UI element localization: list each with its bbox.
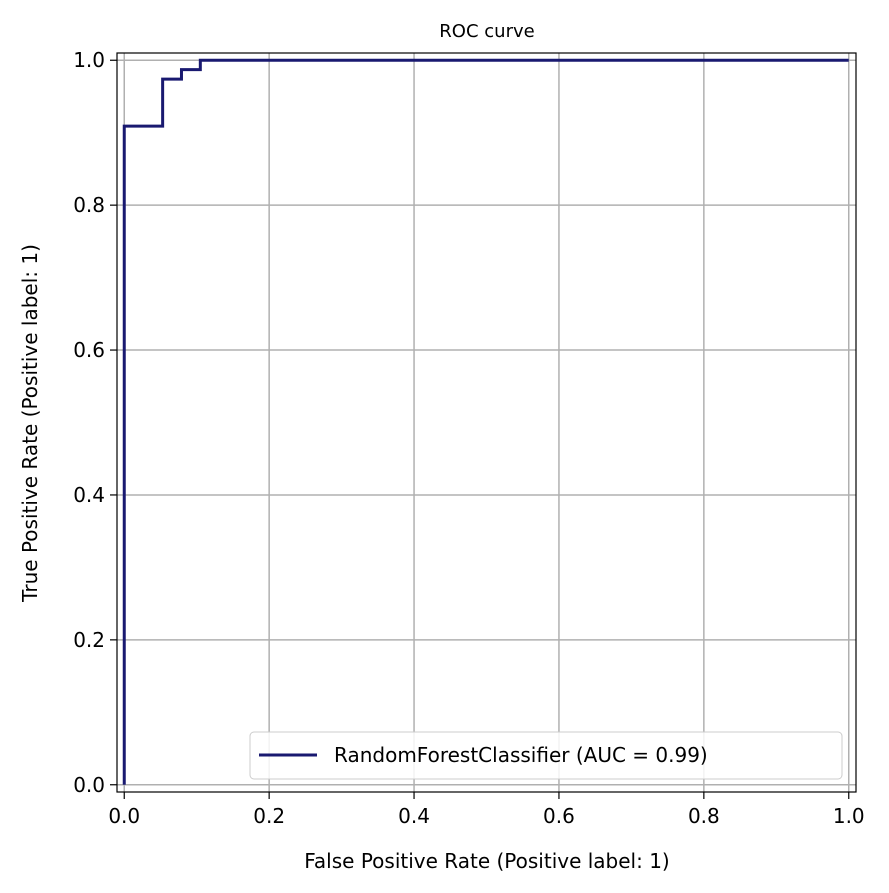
axis-ticks: 0.0 0.2 0.4 0.6 0.8 1.0 0.0 0.2 0.4 0.6 0.8 1.0	[73, 48, 864, 828]
x-tick-label: 0.6	[543, 804, 575, 828]
x-tick-label: 0.2	[253, 804, 285, 828]
roc-curve-line	[122, 58, 849, 785]
y-tick-label: 0.6	[73, 338, 105, 362]
x-tick-label: 0.8	[688, 804, 720, 828]
legend: RandomForestClassifier (AUC = 0.99)	[249, 731, 843, 780]
y-tick-label: 0.0	[73, 773, 105, 797]
chart-title: ROC curve	[439, 21, 534, 42]
legend-box	[249, 731, 843, 780]
x-tick-label: 0.0	[108, 804, 140, 828]
y-tick-label: 0.2	[73, 628, 105, 652]
x-axis-label: False Positive Rate (Positive label: 1)	[304, 849, 670, 873]
series-layer	[122, 58, 849, 785]
y-axis-label: True Positive Rate (Positive label: 1)	[18, 244, 42, 603]
y-tick-label: 0.4	[73, 483, 105, 507]
x-tick-label: 0.4	[398, 804, 430, 828]
y-tick-label: 1.0	[73, 48, 105, 72]
grid-lines	[117, 53, 856, 792]
legend-label-0: RandomForestClassifier (AUC = 0.99)	[334, 743, 708, 767]
y-tick-label: 0.8	[73, 193, 105, 217]
x-tick-label: 1.0	[833, 804, 865, 828]
plot-frame	[116, 52, 857, 793]
